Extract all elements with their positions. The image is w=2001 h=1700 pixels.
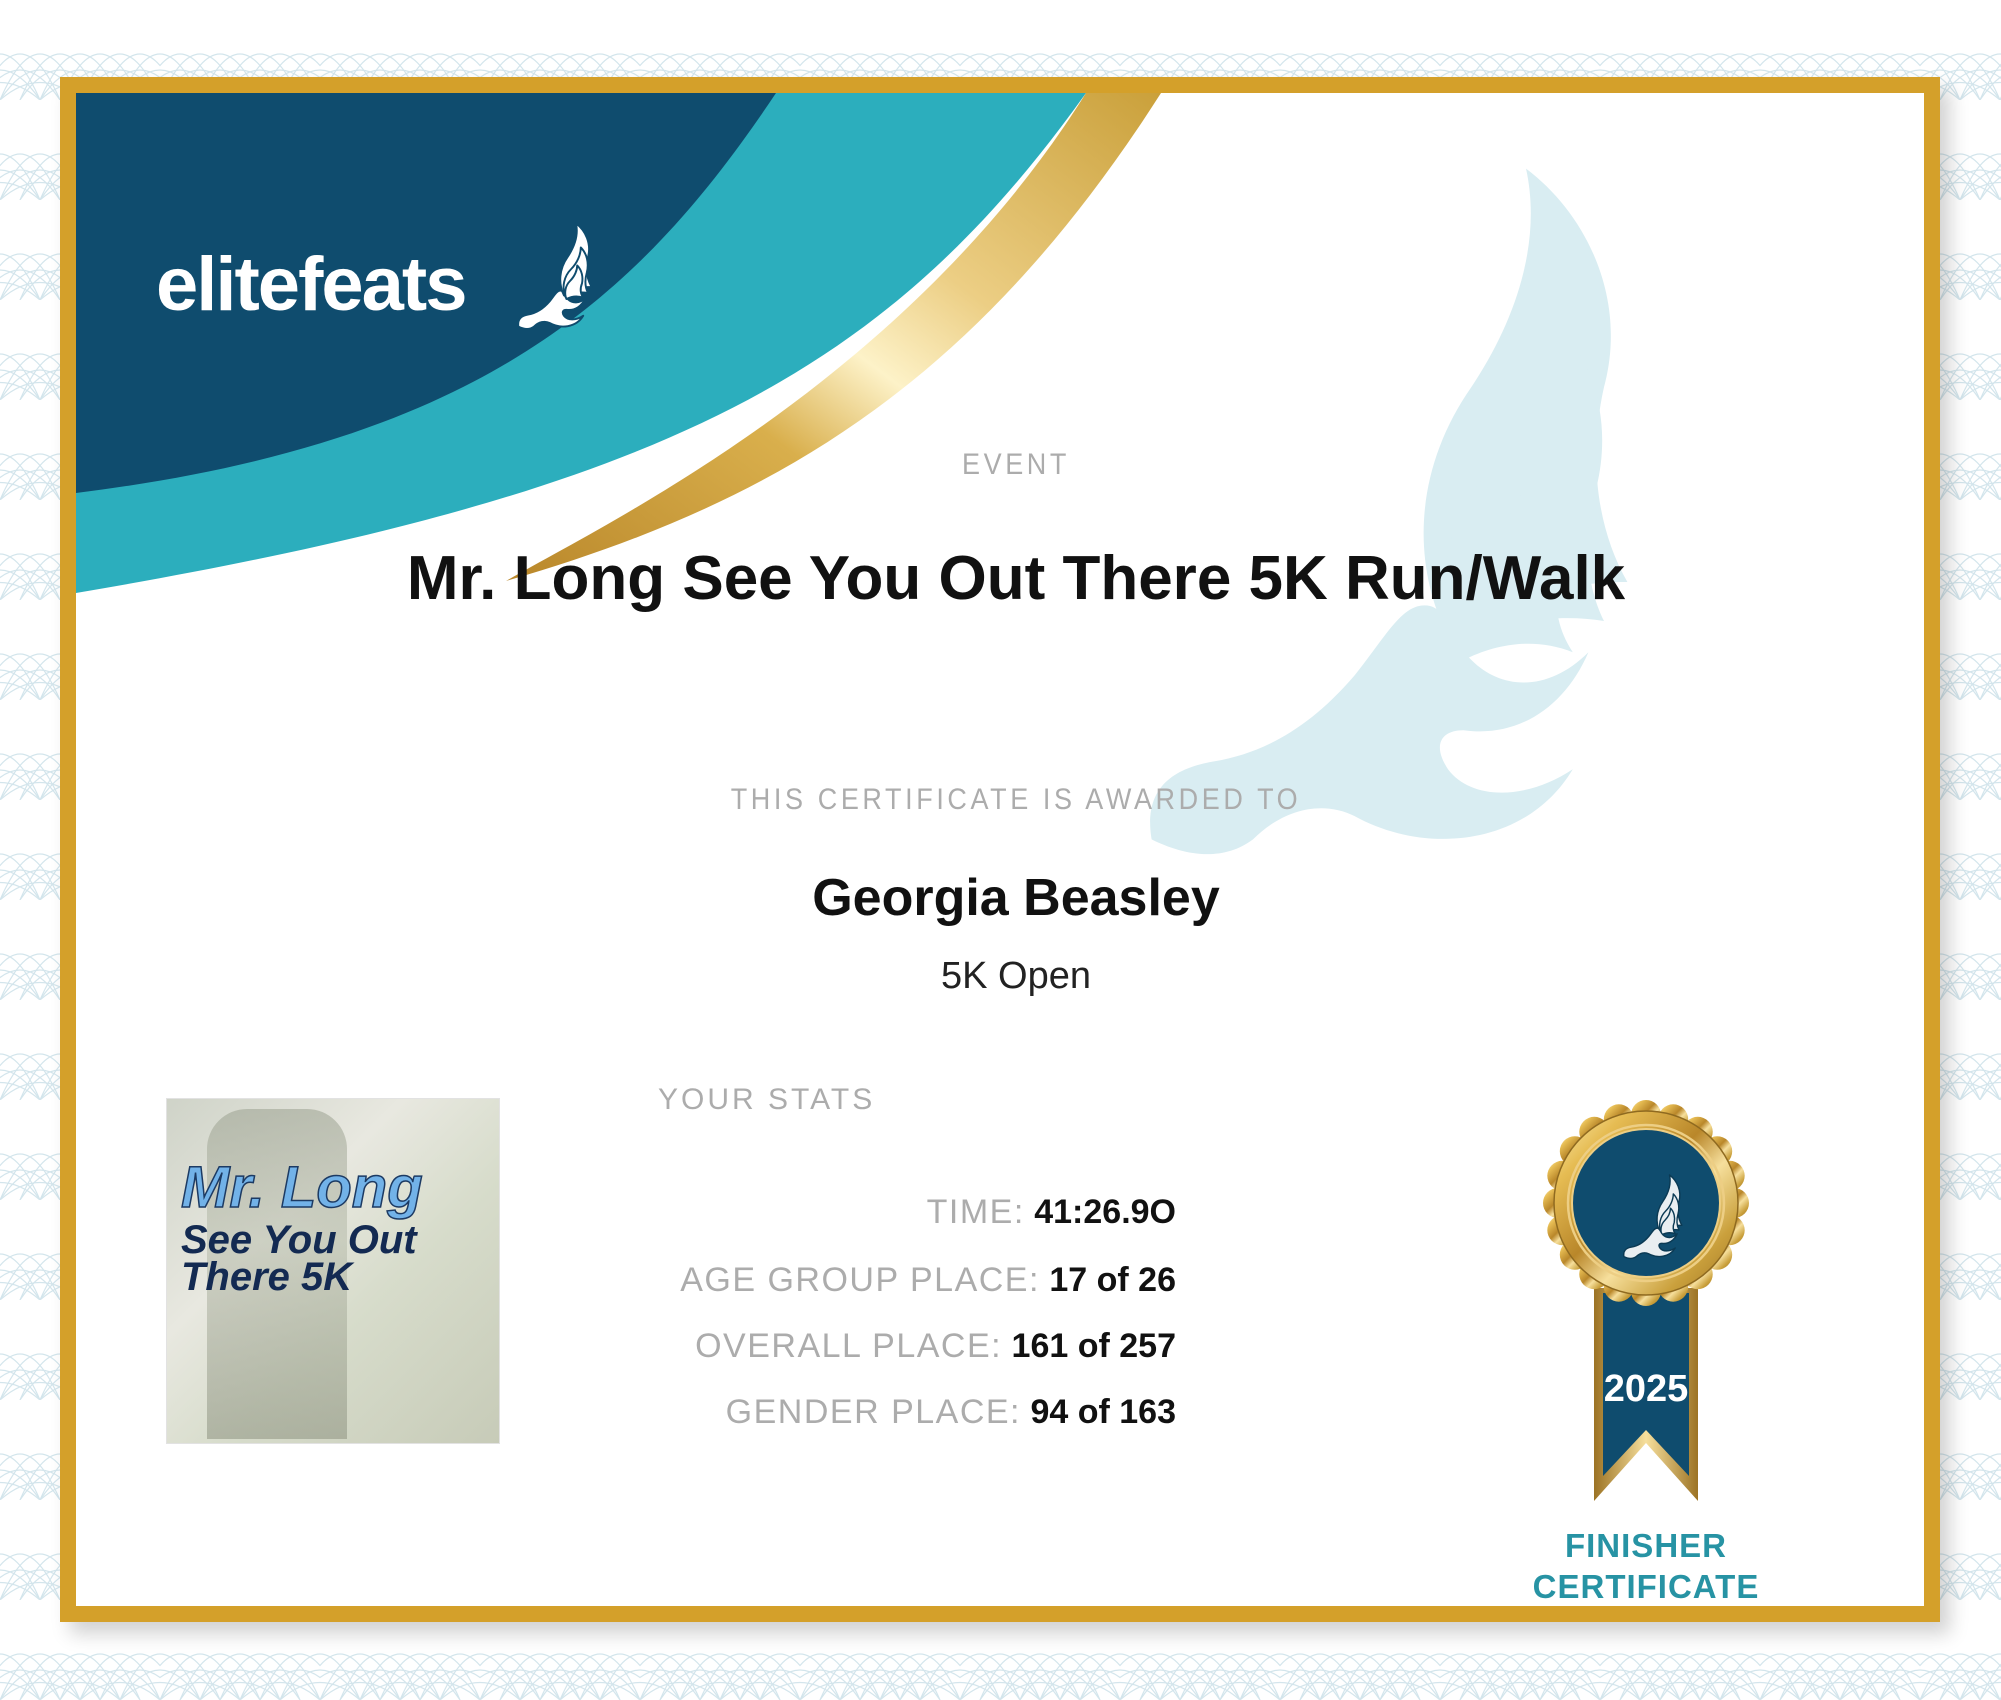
svg-text:2025: 2025 [1604,1368,1689,1410]
